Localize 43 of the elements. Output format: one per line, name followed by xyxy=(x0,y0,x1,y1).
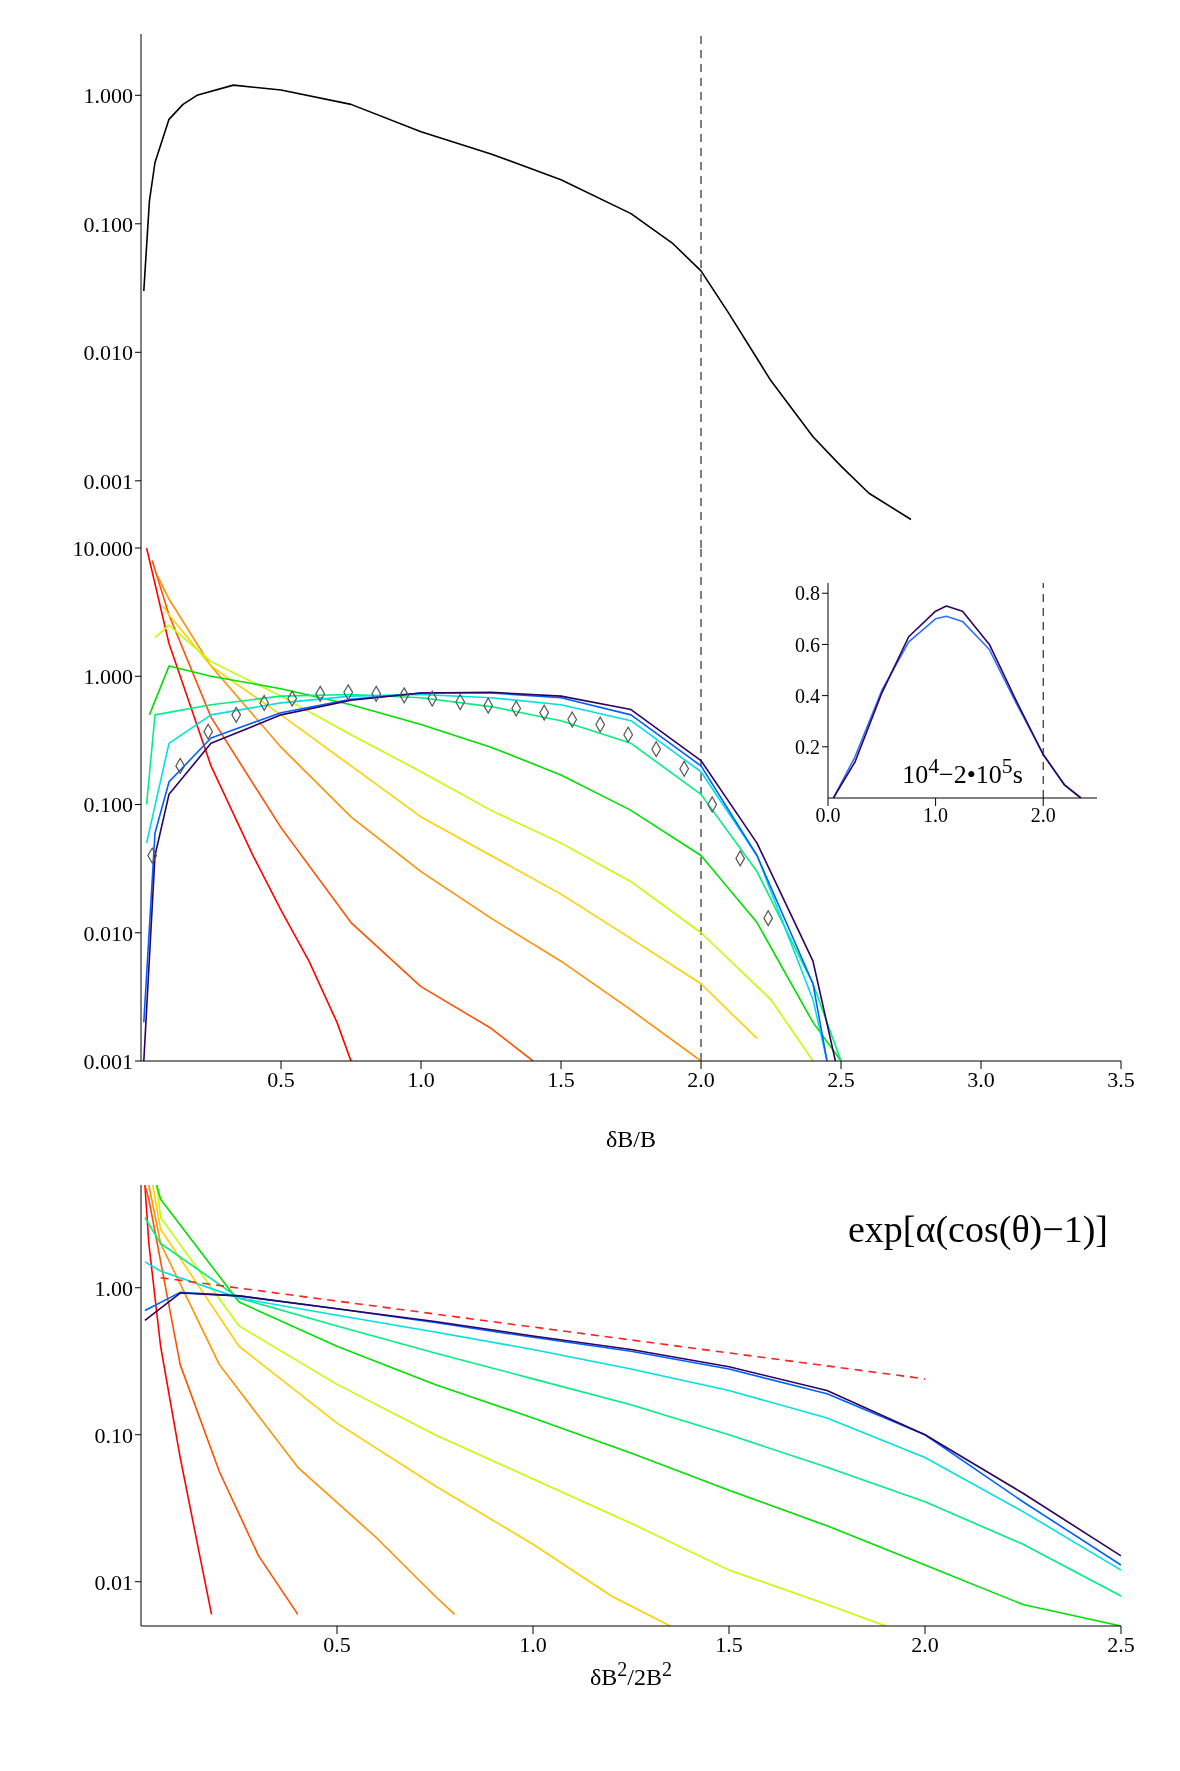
x-tick-label: 2.5 xyxy=(827,1066,855,1092)
y-tick-label: 0.001 xyxy=(83,468,133,494)
x-tick-label: 0.0 xyxy=(815,804,841,827)
y-tick-label: 0.010 xyxy=(83,920,133,946)
y-tick-label: 0.100 xyxy=(83,211,133,237)
line-series xyxy=(157,575,702,1061)
y-tick-label: 0.10 xyxy=(94,1422,133,1448)
x-tick-label: 1.0 xyxy=(407,1066,435,1092)
annotation: exp[α(cos(θ)−1)] xyxy=(847,1208,1108,1250)
line-series xyxy=(151,559,534,1061)
y-tick-label: 0.2 xyxy=(795,735,820,758)
y-tick-label: 0.001 xyxy=(83,1048,133,1074)
line-series xyxy=(148,1185,456,1616)
y-tick-label: 0.6 xyxy=(795,633,820,656)
y-tick-label: 1.000 xyxy=(83,83,133,109)
x-tick-label: 1.0 xyxy=(519,1631,547,1657)
line-series xyxy=(151,1185,671,1626)
y-tick-label: 0.8 xyxy=(795,582,820,605)
x-tick-label: 0.5 xyxy=(267,1066,295,1092)
x-tick-label: 0.5 xyxy=(323,1631,351,1657)
line-series xyxy=(144,1185,213,1616)
y-tick-label: 1.00 xyxy=(94,1275,133,1301)
y-tick-label: 10.000 xyxy=(72,535,133,561)
annotation: 10$^{4}$−2•10$^{5}$s xyxy=(901,754,1024,789)
y-tick-label: 0.010 xyxy=(83,340,133,366)
x-tick-label: 3.5 xyxy=(1107,1066,1135,1092)
x-axis-title: δB/B xyxy=(605,1126,657,1153)
x-tick-label: 2.5 xyxy=(1107,1631,1135,1657)
x-axis-title: δB$^{2}$/2B$^{2}$ xyxy=(589,1658,673,1691)
y-tick-label: 0.4 xyxy=(795,684,820,707)
x-tick-label: 2.0 xyxy=(911,1631,939,1657)
y-tick-label: 0.100 xyxy=(83,792,133,818)
y-tick-label: 1.000 xyxy=(83,664,133,690)
line-series xyxy=(162,605,758,1040)
x-tick-label: 1.5 xyxy=(547,1066,575,1092)
x-tick-label: 3.0 xyxy=(967,1066,995,1092)
line-series xyxy=(145,548,352,1061)
x-tick-label: 1.5 xyxy=(715,1631,743,1657)
x-tick-label: 1.0 xyxy=(923,804,949,827)
line-series xyxy=(144,1185,299,1616)
x-tick-label: 2.0 xyxy=(1030,804,1056,827)
y-tick-label: 0.01 xyxy=(94,1569,133,1595)
x-tick-label: 2.0 xyxy=(687,1066,715,1092)
